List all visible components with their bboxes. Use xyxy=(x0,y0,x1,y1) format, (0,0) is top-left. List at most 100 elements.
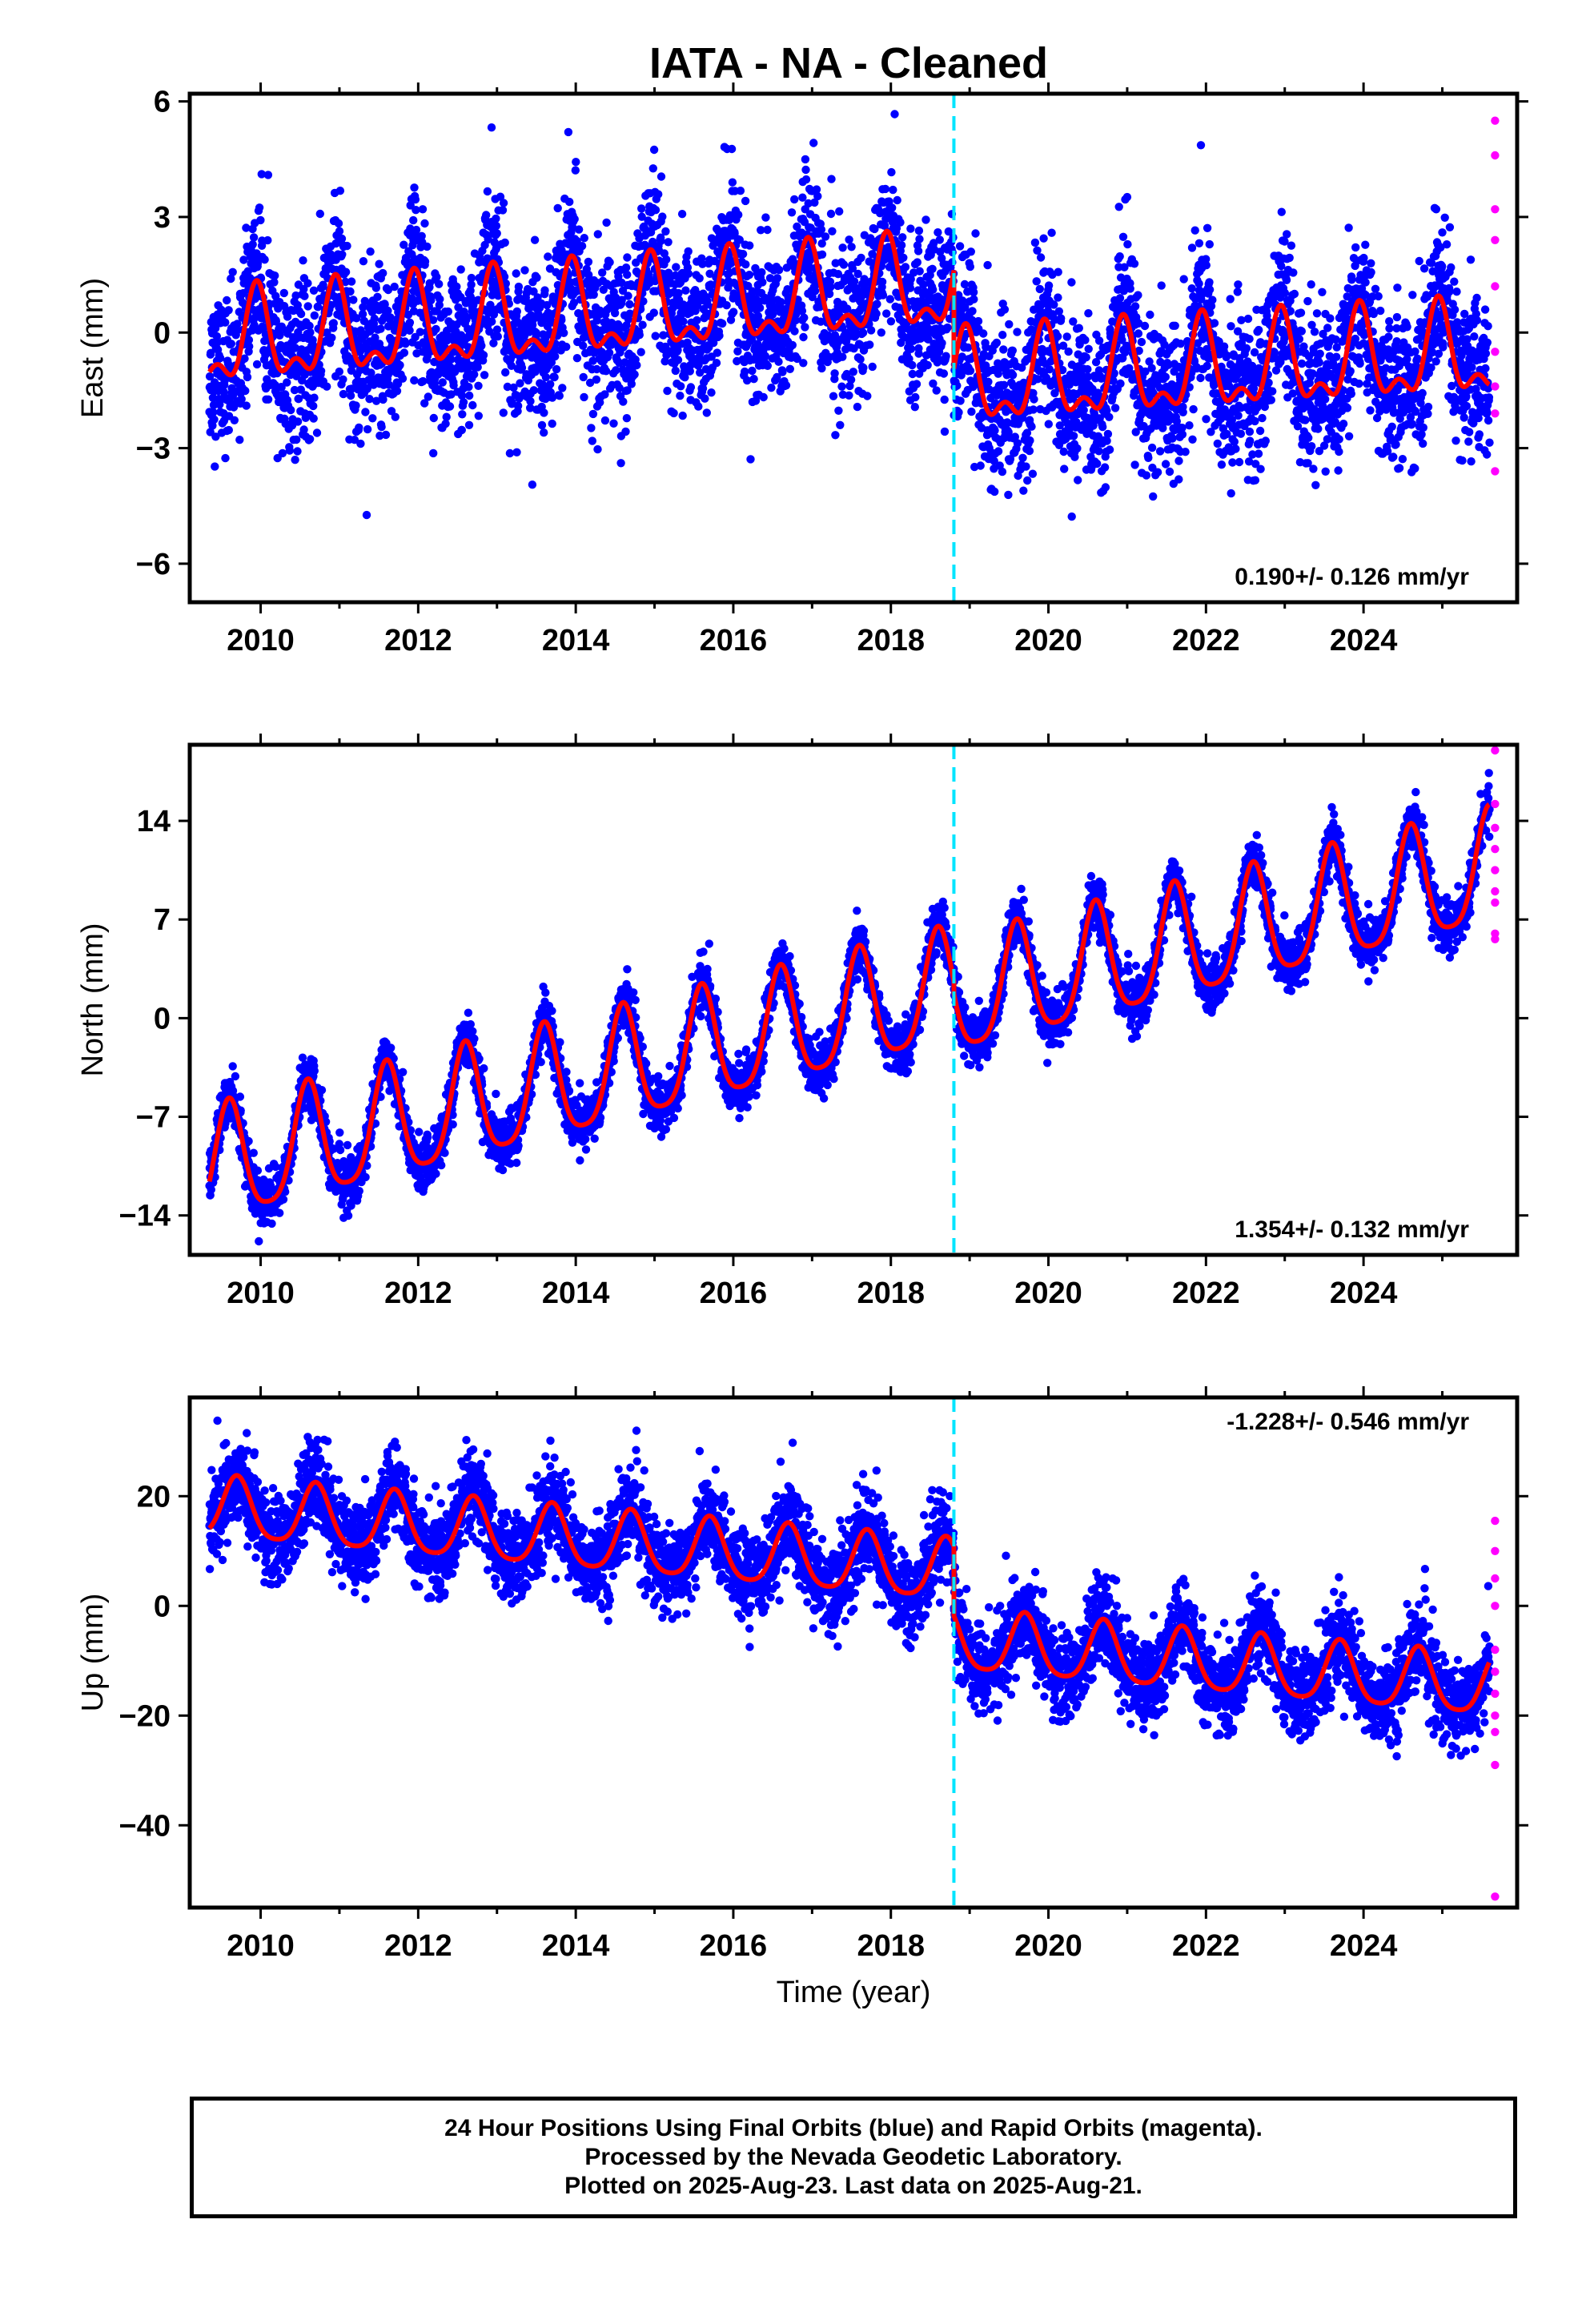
final-orbit-point xyxy=(470,370,479,379)
final-orbit-point xyxy=(1008,346,1018,355)
final-orbit-point xyxy=(1126,284,1134,293)
final-orbit-point xyxy=(227,340,235,348)
final-orbit-point xyxy=(826,283,835,292)
final-orbit-point xyxy=(465,391,474,400)
final-orbit-point xyxy=(444,307,452,316)
final-orbit-point xyxy=(1013,328,1022,336)
final-orbit-point xyxy=(1023,476,1032,485)
final-orbit-point xyxy=(1234,411,1243,420)
final-orbit-point xyxy=(241,386,250,396)
final-orbit-point xyxy=(464,420,474,429)
final-orbit-point xyxy=(1069,317,1078,326)
final-orbit-point xyxy=(512,307,521,316)
final-orbit-point xyxy=(906,344,916,353)
final-orbit-point xyxy=(1321,395,1330,404)
final-orbit-point xyxy=(899,253,908,262)
final-orbit-point xyxy=(1140,321,1150,331)
final-orbit-point xyxy=(966,366,975,376)
final-orbit-point xyxy=(649,145,659,155)
final-orbit-point xyxy=(244,336,254,344)
final-orbit-point xyxy=(400,240,408,249)
final-orbit-point xyxy=(877,277,887,287)
final-orbit-point xyxy=(1115,252,1124,261)
final-orbit-point xyxy=(787,208,797,217)
final-orbit-point xyxy=(362,510,371,520)
final-orbit-point xyxy=(579,372,588,382)
final-orbit-point xyxy=(602,218,611,227)
final-orbit-point xyxy=(923,360,932,370)
final-orbit-point xyxy=(335,187,345,195)
final-orbit-point xyxy=(1036,253,1046,262)
final-orbit-point xyxy=(291,344,299,352)
final-orbit-point xyxy=(588,409,598,419)
final-orbit-point xyxy=(560,328,568,337)
final-orbit-point xyxy=(913,258,922,267)
final-orbit-point xyxy=(967,407,976,416)
final-orbit-point xyxy=(781,381,791,390)
final-orbit-point xyxy=(663,386,672,396)
final-orbit-point xyxy=(838,352,847,361)
final-orbit-point xyxy=(292,435,301,444)
final-orbit-point xyxy=(528,480,537,489)
final-orbit-point xyxy=(351,401,360,410)
final-orbit-point xyxy=(487,123,496,132)
final-orbit-point xyxy=(1118,232,1128,241)
final-orbit-point xyxy=(392,387,402,396)
final-orbit-point xyxy=(373,292,382,301)
final-orbit-point xyxy=(1282,275,1291,284)
final-orbit-point xyxy=(361,408,370,416)
final-orbit-point xyxy=(1185,421,1194,430)
final-orbit-point xyxy=(654,190,663,199)
final-orbit-point xyxy=(592,375,601,384)
final-orbit-point xyxy=(748,366,757,376)
final-orbit-point xyxy=(1227,322,1235,331)
final-orbit-point xyxy=(868,362,877,372)
final-orbit-point xyxy=(1153,468,1162,476)
final-orbit-point xyxy=(299,256,307,265)
final-orbit-point xyxy=(243,372,252,382)
final-orbit-point xyxy=(593,444,602,454)
final-orbit-point xyxy=(338,250,347,259)
final-orbit-point xyxy=(788,340,797,350)
final-orbit-point xyxy=(339,389,348,399)
final-orbit-point xyxy=(910,403,920,412)
final-orbit-point xyxy=(350,436,359,444)
final-orbit-point xyxy=(853,402,862,412)
final-orbit-point xyxy=(1000,305,1010,314)
final-orbit-point xyxy=(1285,253,1294,263)
final-orbit-point xyxy=(571,166,580,175)
final-orbit-point xyxy=(321,267,331,276)
final-orbit-point xyxy=(339,375,347,384)
final-orbit-point xyxy=(310,393,319,402)
final-orbit-point xyxy=(745,241,754,250)
final-orbit-point xyxy=(209,408,218,416)
final-orbit-point xyxy=(839,260,849,269)
final-orbit-point xyxy=(669,408,678,418)
final-orbit-point xyxy=(1019,486,1028,495)
final-orbit-point xyxy=(360,296,369,306)
final-orbit-point xyxy=(532,273,541,282)
final-orbit-point xyxy=(1174,456,1183,465)
final-orbit-point xyxy=(774,265,784,275)
final-orbit-point xyxy=(872,309,881,318)
final-orbit-point xyxy=(540,408,548,417)
final-orbit-point xyxy=(621,263,631,272)
final-orbit-point xyxy=(530,235,540,244)
final-orbit-point xyxy=(1142,471,1151,480)
final-orbit-point xyxy=(722,301,731,310)
final-orbit-point xyxy=(296,385,305,394)
final-orbit-point xyxy=(375,259,383,268)
final-orbit-point xyxy=(1203,361,1212,371)
final-orbit-point xyxy=(1347,275,1356,284)
final-orbit-point xyxy=(252,360,262,369)
final-orbit-point xyxy=(857,253,865,263)
final-orbit-point xyxy=(341,267,351,276)
final-orbit-point xyxy=(409,215,418,225)
final-orbit-point xyxy=(285,446,294,455)
final-orbit-point xyxy=(368,414,377,423)
final-orbit-point xyxy=(1255,325,1263,335)
final-orbit-point xyxy=(1277,207,1287,216)
final-orbit-point xyxy=(887,167,896,177)
final-orbit-point xyxy=(693,316,701,325)
final-orbit-point xyxy=(1101,483,1110,492)
